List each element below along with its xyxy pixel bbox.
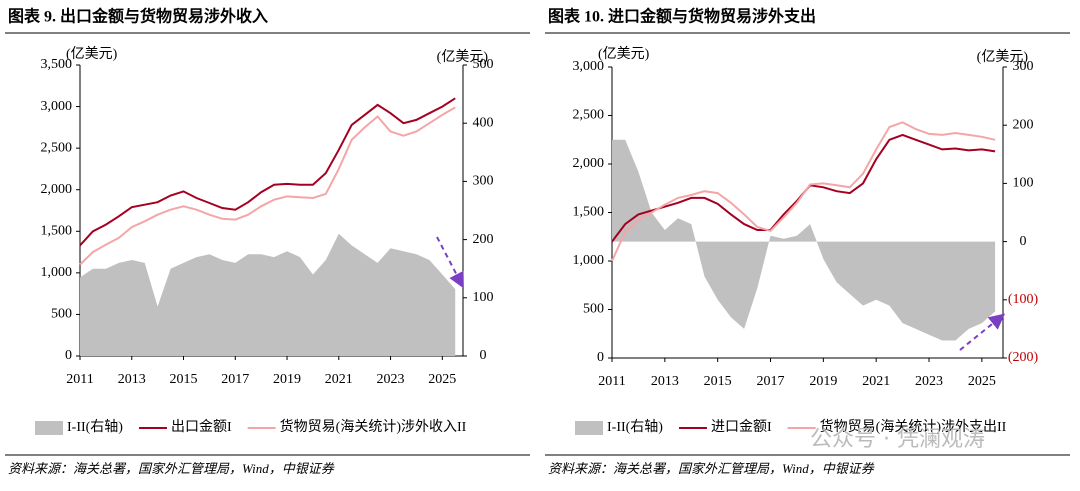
y2-tick-label: 500	[473, 57, 494, 72]
y2-tick-label: 100	[1013, 176, 1034, 191]
y2-tick-label: 0	[480, 348, 487, 363]
x-tick-label: 2025	[428, 372, 456, 387]
source-note: 资料来源：海关总署，国家外汇管理局，Wind，中银证券	[8, 461, 335, 476]
y-tick-label: 2,500	[41, 140, 73, 155]
y2-tick-label: (100)	[1008, 292, 1039, 307]
x-tick-label: 2021	[325, 372, 353, 387]
source-note: 资料来源：海关总署，国家外汇管理局，Wind，中银证券	[548, 461, 875, 476]
legend-swatch	[575, 421, 603, 435]
area	[80, 233, 456, 356]
y2-axis-label: (亿美元)	[977, 49, 1029, 65]
x-tick-label: 2017	[757, 374, 785, 389]
y-tick-label: 2,500	[573, 108, 605, 123]
y-tick-label: 500	[583, 302, 604, 317]
x-tick-label: 2019	[273, 372, 301, 387]
x-tick-label: 2021	[862, 374, 890, 389]
y-tick-label: 3,000	[573, 59, 605, 74]
y-tick-label: 0	[597, 350, 604, 365]
legend-label: I-II(右轴)	[607, 419, 663, 435]
y-tick-label: 2,000	[41, 182, 73, 197]
y2-tick-label: 200	[473, 232, 494, 247]
legend-label: 货物贸易(海关统计)涉外收入II	[280, 418, 467, 435]
legend-label: 进口金额I	[711, 419, 772, 435]
y2-tick-label: 400	[473, 115, 494, 130]
y-tick-label: 0	[65, 348, 72, 363]
chart-title: 图表 10. 进口金额与货物贸易涉外支出	[548, 7, 816, 26]
y2-tick-label: 0	[1020, 234, 1027, 249]
y-tick-label: 3,500	[41, 57, 73, 72]
y-tick-label: 1,500	[573, 205, 605, 220]
x-tick-label: 2025	[968, 374, 996, 389]
x-tick-label: 2011	[66, 372, 93, 387]
y-tick-label: 1,500	[41, 224, 73, 239]
y-tick-label: 500	[51, 307, 72, 322]
line	[611, 133, 996, 243]
x-tick-label: 2011	[598, 374, 625, 389]
line	[611, 121, 996, 262]
area	[612, 139, 996, 341]
y2-tick-label: 100	[473, 290, 494, 305]
legend-label: 出口金额I	[171, 419, 232, 435]
line	[79, 97, 456, 247]
x-tick-label: 2013	[118, 372, 146, 387]
legend-label: I-II(右轴)	[67, 419, 123, 435]
x-tick-label: 2023	[377, 372, 405, 387]
trend-arrow	[959, 313, 1006, 351]
y2-tick-label: 300	[1013, 59, 1034, 74]
chart-title: 图表 9. 出口金额与货物贸易涉外收入	[8, 7, 268, 26]
y-axis-label: (亿美元)	[66, 46, 118, 62]
legend-swatch	[35, 421, 63, 435]
watermark: 公众号 · 凭澜观涛	[810, 427, 985, 452]
y2-tick-label: 300	[473, 174, 494, 189]
y2-tick-label: (200)	[1008, 350, 1039, 365]
y-axis-label: (亿美元)	[598, 46, 650, 62]
x-tick-label: 2017	[221, 372, 249, 387]
y2-axis-label: (亿美元)	[437, 49, 489, 65]
y-tick-label: 2,000	[573, 156, 605, 171]
x-tick-label: 2015	[170, 372, 198, 387]
x-tick-label: 2013	[651, 374, 679, 389]
line	[79, 106, 456, 266]
y-tick-label: 3,000	[41, 99, 73, 114]
x-tick-label: 2023	[915, 374, 943, 389]
y-tick-label: 1,000	[573, 253, 605, 268]
chart-panel: 图表 9. 出口金额与货物贸易涉外收入 (亿美元) (亿美元) 0 500 1,000 1,…	[5, 7, 530, 476]
x-tick-label: 2019	[809, 374, 837, 389]
legend-label: 货物贸易(海关统计)涉外支出II	[820, 418, 1007, 435]
x-tick-label: 2015	[704, 374, 732, 389]
chart-panel: 图表 10. 进口金额与货物贸易涉外支出 (亿美元) (亿美元) 0 500 1,000 1…	[545, 7, 1070, 476]
y-tick-label: 1,000	[41, 265, 73, 280]
y2-tick-label: 200	[1013, 117, 1034, 132]
trend-arrow	[436, 236, 464, 289]
